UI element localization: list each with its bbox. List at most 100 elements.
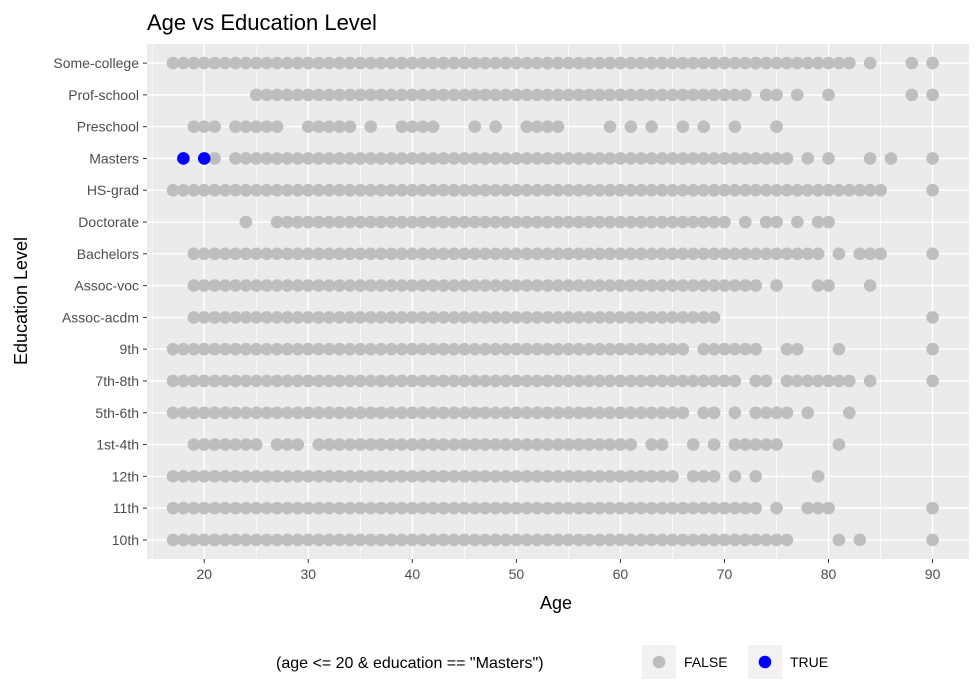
- data-point-false: [822, 501, 835, 515]
- data-point-false: [385, 438, 398, 451]
- data-point-false: [197, 533, 211, 547]
- data-point-false: [707, 215, 721, 229]
- data-point-false: [239, 120, 253, 133]
- data-point-false: [197, 120, 211, 133]
- data-point-false: [791, 342, 804, 356]
- data-point-false: [395, 56, 409, 70]
- data-point-false: [811, 247, 825, 261]
- data-point-false: [374, 215, 388, 229]
- data-point-false: [770, 501, 783, 515]
- data-point-false: [593, 279, 606, 292]
- data-point-false: [343, 406, 357, 420]
- y-axis-title: Education Level: [11, 237, 31, 365]
- data-point-false: [718, 215, 731, 229]
- data-point-false: [562, 342, 575, 356]
- data-point-false: [229, 406, 242, 420]
- data-point-false: [655, 152, 669, 165]
- data-point-false: [406, 438, 419, 451]
- data-point-false: [572, 374, 586, 388]
- data-point-false: [374, 183, 388, 197]
- data-point-false: [364, 120, 378, 133]
- data-point-false: [593, 533, 606, 547]
- data-point-false: [572, 533, 586, 547]
- data-point-false: [697, 279, 710, 292]
- data-point-false: [239, 533, 253, 547]
- y-tick-label: Preschool: [77, 119, 139, 135]
- data-point-false: [322, 406, 336, 420]
- data-point-false: [270, 279, 284, 292]
- y-tick-label: 11th: [113, 500, 139, 516]
- data-point-false: [437, 56, 450, 70]
- data-point-false: [645, 311, 658, 324]
- x-tick-label: 80: [821, 566, 837, 582]
- data-point-false: [312, 279, 325, 292]
- data-point-false: [645, 438, 658, 451]
- data-point-false: [562, 406, 575, 420]
- data-point-false: [437, 279, 450, 292]
- data-point-false: [301, 406, 315, 420]
- data-point-false: [520, 533, 534, 547]
- data-point-false: [301, 311, 315, 324]
- data-point-false: [468, 183, 482, 197]
- data-point-false: [177, 470, 190, 483]
- data-point-false: [510, 56, 523, 70]
- data-point-false: [697, 470, 710, 483]
- data-point-false: [738, 533, 752, 547]
- x-tick-label: 70: [717, 566, 733, 582]
- data-point-false: [416, 533, 430, 547]
- data-point-false: [530, 501, 544, 515]
- data-point-false: [624, 88, 638, 102]
- data-point-false: [572, 56, 586, 70]
- data-point-false: [697, 247, 710, 261]
- data-point-false: [718, 88, 731, 102]
- data-point-false: [645, 152, 658, 165]
- data-point-false: [593, 247, 606, 261]
- data-point-false: [301, 56, 315, 70]
- data-point-false: [260, 342, 273, 356]
- x-tick-label: 30: [300, 566, 316, 582]
- data-point-false: [447, 438, 461, 451]
- data-point-false: [229, 152, 242, 165]
- data-point-false: [489, 311, 502, 324]
- data-point-false: [863, 56, 877, 70]
- data-point-false: [333, 215, 346, 229]
- data-point-false: [614, 470, 627, 483]
- data-point-false: [551, 56, 565, 70]
- data-point-false: [582, 533, 596, 547]
- data-point-false: [614, 152, 627, 165]
- data-point-false: [208, 120, 221, 133]
- data-point-false: [593, 152, 606, 165]
- data-point-false: [426, 247, 440, 261]
- data-point-false: [624, 501, 638, 515]
- data-point-false: [208, 470, 221, 483]
- data-point-false: [634, 215, 648, 229]
- data-point-false: [187, 56, 201, 70]
- data-point-false: [291, 533, 305, 547]
- data-point-false: [499, 279, 513, 292]
- data-point-false: [603, 438, 617, 451]
- data-point-false: [562, 311, 575, 324]
- data-point-false: [354, 470, 367, 483]
- data-point-false: [530, 215, 544, 229]
- data-point-false: [437, 311, 450, 324]
- data-point-false: [426, 311, 440, 324]
- data-point-false: [801, 183, 815, 197]
- data-point-false: [239, 247, 253, 261]
- data-point-false: [333, 374, 346, 388]
- data-point-false: [281, 438, 294, 451]
- data-point-false: [624, 247, 638, 261]
- data-point-false: [666, 311, 679, 324]
- data-point-false: [187, 470, 201, 483]
- data-point-false: [572, 279, 586, 292]
- data-point-false: [291, 88, 305, 102]
- data-point-false: [426, 183, 440, 197]
- data-point-false: [468, 406, 482, 420]
- data-point-false: [707, 470, 721, 483]
- y-tick-label: Bachelors: [77, 246, 139, 262]
- y-tick-label: Assoc-acdm: [62, 309, 139, 325]
- x-tick-label: 20: [196, 566, 212, 582]
- data-point-false: [499, 470, 513, 483]
- data-point-false: [239, 152, 253, 165]
- data-point-false: [458, 152, 471, 165]
- data-point-false: [218, 183, 232, 197]
